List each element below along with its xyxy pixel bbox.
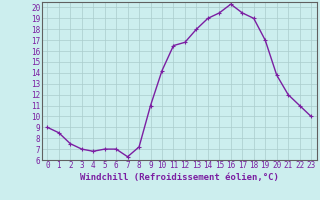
X-axis label: Windchill (Refroidissement éolien,°C): Windchill (Refroidissement éolien,°C) <box>80 173 279 182</box>
